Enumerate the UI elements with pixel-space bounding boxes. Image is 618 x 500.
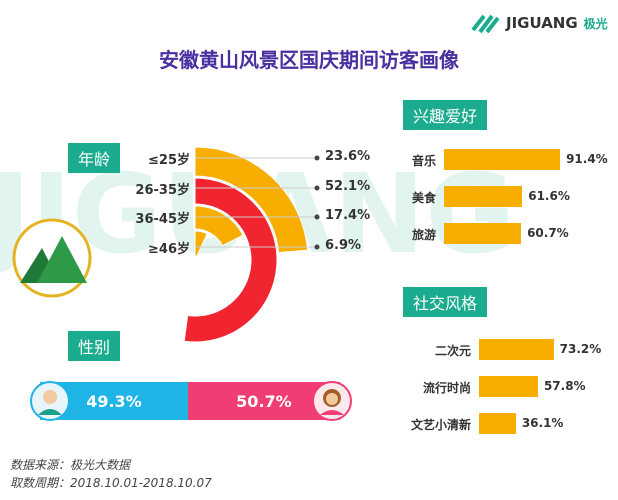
social-value: 73.2% bbox=[559, 342, 602, 356]
age-value: 52.1% bbox=[325, 179, 371, 194]
data-period: 取数周期：2018.10.01-2018.10.07 bbox=[10, 476, 212, 490]
page-title: 安徽黄山风景区国庆期间访客画像 bbox=[159, 48, 459, 72]
age-value: 17.4% bbox=[325, 208, 371, 223]
gender-heading: 性别 bbox=[68, 331, 121, 361]
social-heading: 社交风格 bbox=[403, 287, 488, 317]
social-value: 57.8% bbox=[543, 379, 586, 393]
age-heading: 年龄 bbox=[68, 143, 121, 173]
male-avatar-icon bbox=[30, 381, 70, 425]
jiguang-logo-icon bbox=[471, 14, 500, 34]
age-ring-3 bbox=[194, 230, 208, 258]
female-avatar-icon bbox=[312, 381, 352, 425]
leader-dot bbox=[314, 214, 320, 220]
female-value: 50.7% bbox=[236, 391, 292, 411]
age-label: 26-35岁 bbox=[135, 183, 190, 198]
interest-bar bbox=[444, 149, 561, 170]
social-label: 文艺小清新 bbox=[410, 418, 471, 432]
interest-label: 美食 bbox=[411, 191, 436, 205]
male-value: 49.3% bbox=[86, 391, 142, 411]
logo: JIGUANG 极光 bbox=[470, 10, 608, 36]
leader-dot bbox=[314, 185, 320, 191]
social-label: 流行时尚 bbox=[422, 381, 471, 395]
interest-value: 60.7% bbox=[527, 226, 569, 240]
logo-sub: 极光 bbox=[583, 16, 608, 31]
social-bar bbox=[479, 376, 538, 397]
interest-heading: 兴趣爱好 bbox=[403, 100, 488, 130]
interest-label: 音乐 bbox=[411, 154, 436, 168]
age-value: 6.9% bbox=[325, 238, 362, 253]
age-ring-0 bbox=[194, 146, 309, 254]
age-ring-2 bbox=[194, 205, 244, 247]
mountain-icon bbox=[12, 218, 92, 302]
age-value: 23.6% bbox=[325, 149, 371, 164]
age-ring-1 bbox=[183, 177, 278, 343]
age-label: ≤25岁 bbox=[148, 153, 190, 168]
interest-label: 旅游 bbox=[411, 228, 436, 242]
interest-value: 61.6% bbox=[528, 189, 570, 203]
data-source: 数据来源：极光大数据 bbox=[10, 458, 131, 472]
interest-value: 91.4% bbox=[566, 152, 608, 166]
social-bar bbox=[479, 413, 516, 434]
leader-dot bbox=[314, 155, 320, 161]
logo-text: JIGUANG bbox=[506, 14, 578, 32]
social-bar bbox=[479, 339, 554, 360]
interest-bar bbox=[444, 186, 523, 207]
gender-bar: 49.3% 50.7% bbox=[40, 382, 340, 420]
social-label: 二次元 bbox=[434, 344, 471, 358]
age-label: ≥46岁 bbox=[148, 242, 190, 257]
age-label: 36-45岁 bbox=[135, 212, 190, 227]
leader-dot bbox=[314, 244, 320, 250]
social-value: 36.1% bbox=[521, 416, 564, 430]
interest-bar bbox=[444, 223, 522, 244]
